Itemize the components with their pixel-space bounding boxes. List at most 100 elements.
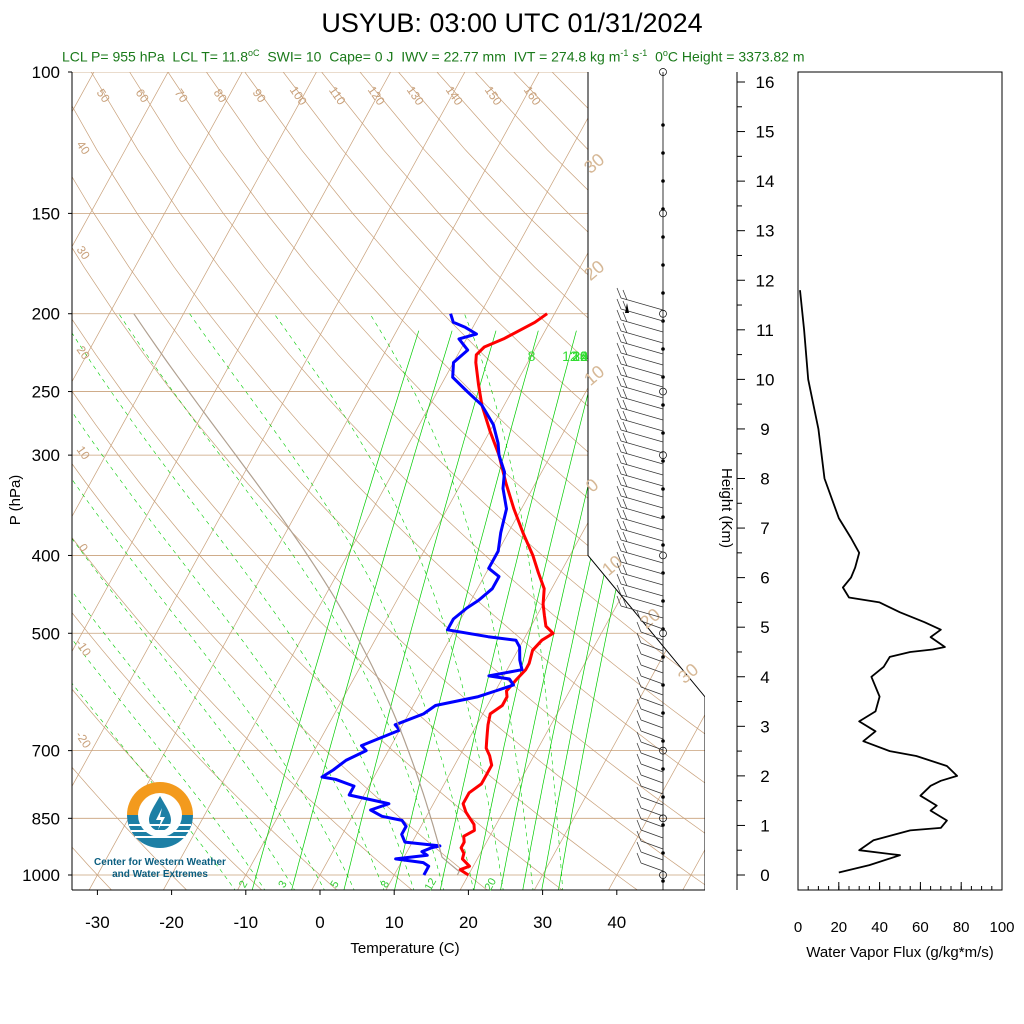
wind-barb-flag (636, 709, 642, 721)
height-tick-label: 11 (756, 321, 774, 340)
wind-barb-flag (636, 797, 642, 809)
height-tick-label: 7 (760, 519, 769, 538)
isotherm-line (72, 72, 317, 518)
mixing-ratio-bottom-label: 5 (328, 879, 341, 890)
height-tick-label: 5 (760, 618, 769, 637)
wind-barb (620, 374, 664, 388)
dry-adiabat-label: 110 (326, 84, 349, 108)
wind-barb-flag (622, 564, 628, 576)
wind-barb-flag (622, 520, 628, 532)
wind-barb-flag (616, 507, 622, 519)
wind-barb-flag (616, 419, 622, 431)
cape-value: Cape= 0 J (329, 48, 394, 65)
wind-barb-flag (636, 654, 642, 666)
lcl-pressure: LCL P= 955 hPa (62, 48, 165, 65)
x-tick-label: 0 (315, 913, 324, 932)
wind-barb-flag (622, 454, 628, 466)
flux-x-tick-label: 60 (912, 919, 929, 936)
wind-dot (661, 543, 665, 547)
wind-dot (661, 599, 665, 603)
wind-level-marker (659, 309, 667, 318)
wind-barb-flag (622, 465, 628, 477)
wind-barb (620, 330, 664, 344)
wind-barb-flag (616, 397, 622, 409)
isotherm-line (682, 848, 705, 890)
wind-dot (661, 151, 665, 155)
dry-adiabat-line (206, 72, 705, 594)
y-tick-label: 700 (32, 742, 60, 761)
isotherm-line (72, 72, 392, 653)
wind-barb (640, 675, 664, 685)
wind-dot (661, 795, 665, 799)
wind-barb (640, 774, 664, 784)
height-tick-label: 0 (760, 866, 769, 885)
x-axis-label: Temperature (C) (350, 940, 459, 957)
sounding-indices: LCL P= 955 hPa LCL T= 11.8oC SWI= 10 Cap… (62, 48, 805, 65)
swi-index: SWI= 10 (267, 48, 322, 65)
wind-barb-flag (636, 643, 642, 655)
isotherm-label: 40 (74, 138, 93, 157)
wind-panel-mask (588, 72, 705, 890)
wind-barb (620, 539, 664, 553)
mixing-ratio-bottom-label: 12 (423, 876, 440, 893)
wind-barb (640, 642, 664, 652)
moist-adiabat-line (72, 590, 295, 890)
y-tick-label: 250 (32, 383, 60, 402)
wind-barb-flag (636, 731, 642, 743)
dry-adiabat-label: 100 (287, 83, 310, 108)
dry-adiabat-label: 80 (211, 86, 230, 105)
x-tick-label: 10 (385, 913, 404, 932)
flux-x-tick-label: 40 (871, 919, 888, 936)
x-tick-label: -10 (234, 913, 259, 932)
dry-adiabat-line (72, 537, 413, 890)
moist-adiabat-line (369, 313, 534, 890)
mixing-ratio-label: 8 (528, 348, 536, 364)
height-tick-label: 12 (756, 271, 775, 290)
wind-barb (640, 807, 664, 817)
dry-adiabat-line (167, 72, 705, 640)
wind-barb-flag (616, 474, 622, 486)
dry-adiabat-line (90, 72, 705, 735)
mixing-ratio-label: 16 (572, 348, 588, 364)
wind-barb (620, 319, 664, 333)
mixing-ratio-bottom-label: 20 (483, 876, 500, 893)
wind-barb-flag (622, 487, 628, 499)
wind-barb-flag (636, 698, 642, 710)
x-tick-label: 20 (459, 913, 478, 932)
dry-adiabat-label: 120 (365, 83, 388, 108)
height-tick-label: 15 (756, 123, 775, 142)
wind-barb (620, 550, 664, 564)
mixing-ratio-line (473, 330, 605, 890)
wind-barb-flag (616, 298, 622, 310)
height-tick-label: 1 (760, 816, 769, 835)
dry-adiabat-label: 150 (482, 83, 505, 108)
wind-barb-flag (636, 764, 642, 776)
wind-barb (640, 697, 664, 707)
dry-adiabat-line (72, 176, 705, 834)
wind-barb-flag (616, 529, 622, 541)
wind-barb (620, 352, 664, 366)
wind-barb (640, 631, 664, 641)
wind-barb-flag (616, 375, 622, 387)
skewt-profiles (133, 312, 555, 877)
wind-barb (640, 708, 664, 718)
wind-barb (620, 341, 664, 355)
wind-barb (620, 561, 664, 575)
freezing-degree: o (662, 48, 668, 58)
dry-adiabat-line (72, 463, 488, 890)
isotherm-label: -10 (73, 637, 95, 660)
temperature-line (458, 312, 555, 877)
x-tick-label: 40 (607, 913, 626, 932)
y-tick-label: 100 (32, 63, 60, 82)
dry-adiabat-line (72, 105, 705, 784)
wind-dot (661, 711, 665, 715)
wind-dot (661, 683, 665, 687)
mixing-ratio-label: 28 (572, 348, 588, 364)
isotherm-label: -20 (73, 729, 95, 752)
wind-barb-flag (616, 485, 622, 497)
wind-level-marker (659, 871, 667, 879)
wind-barb-flag (636, 852, 642, 864)
y-axis-label: P (hPa) (7, 475, 24, 526)
wind-barb-flag (616, 320, 622, 332)
